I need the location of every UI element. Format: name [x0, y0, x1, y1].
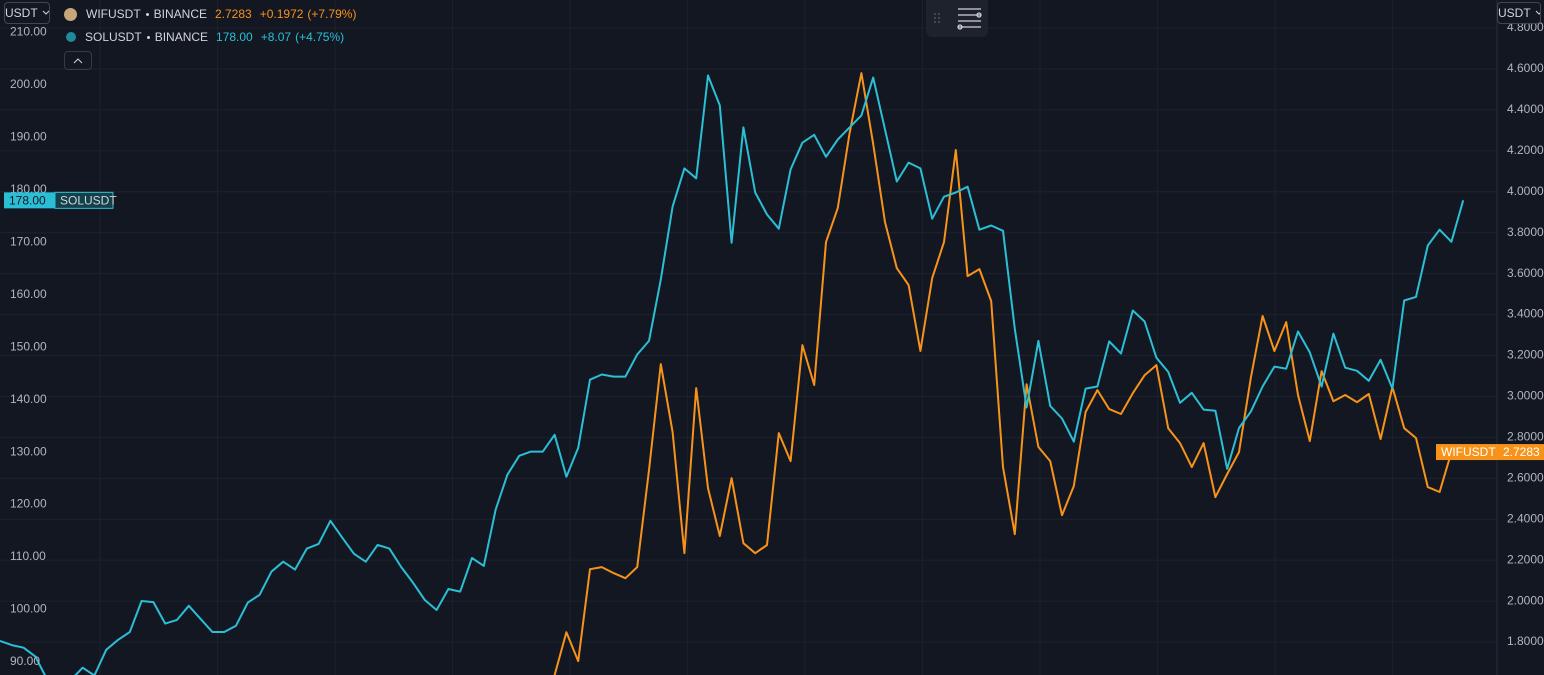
- y2-tick-label: 4.2000: [1507, 143, 1544, 157]
- y-tick-label: 160.00: [10, 287, 47, 301]
- change: +8.07: [260, 30, 292, 44]
- symbol: SOLUSDT: [85, 30, 142, 44]
- right-axis-bg: [1497, 0, 1544, 675]
- y2-tick-label: 3.4000: [1507, 307, 1544, 321]
- y-tick-label: 90.00: [10, 654, 40, 668]
- y-tick-label: 150.00: [10, 339, 47, 353]
- y2-tick-label: 4.6000: [1507, 61, 1544, 75]
- y2-tick-label: 1.8000: [1507, 634, 1544, 648]
- series-line: [553, 72, 1453, 675]
- dropdown-icon: [42, 10, 49, 15]
- y2-tick-label: 3.2000: [1507, 348, 1544, 362]
- last-price: 178.00: [216, 30, 253, 44]
- currency: USDT: [5, 6, 38, 20]
- y2-tick-label: 4.4000: [1507, 102, 1544, 116]
- y-tick-label: 170.00: [10, 234, 47, 248]
- chevron-icon: [73, 57, 83, 63]
- currency: USDT: [1498, 6, 1531, 20]
- y2-tick-label: 3.0000: [1507, 389, 1544, 403]
- exchange: BINANCE: [153, 7, 207, 21]
- toolbar-icon: [934, 8, 982, 30]
- dropdown-icon: [1535, 10, 1540, 15]
- change: +0.1972: [259, 7, 304, 21]
- currency-button[interactable]: USDT: [1497, 2, 1541, 24]
- exchange: BINANCE: [154, 30, 209, 44]
- price-tag-bg: [1497, 444, 1544, 461]
- symbol: WIFUSDT: [86, 7, 141, 21]
- y-tick-label: 130.00: [10, 444, 47, 458]
- price-tag: 178.00: [9, 194, 46, 208]
- y-tick-label: 200.00: [10, 77, 47, 91]
- y2-tick-label: 4.0000: [1507, 184, 1544, 198]
- y2-tick-label: 2.4000: [1507, 511, 1544, 525]
- y2-tick-label: 2.0000: [1507, 593, 1544, 607]
- price-tag: 2.7283: [1503, 445, 1540, 459]
- symbol-icon: [64, 7, 77, 21]
- collapse-button[interactable]: [64, 51, 92, 70]
- y-tick-label: 110.00: [10, 549, 46, 563]
- y2-tick-label: 3.6000: [1507, 266, 1544, 280]
- name-tag-bg: [1436, 444, 1497, 461]
- series-line: [0, 74, 1465, 675]
- currency-button[interactable]: USDT: [4, 2, 50, 24]
- y-tick-label: 140.00: [10, 392, 47, 406]
- y2-tick-label: 2.6000: [1507, 470, 1544, 484]
- y-tick-label: 100.00: [10, 602, 47, 616]
- y-tick-label: 120.00: [10, 497, 47, 511]
- y-tick-label: 190.00: [10, 130, 47, 144]
- y2-tick-label: 2.2000: [1507, 552, 1544, 566]
- last-price: 2.7283: [215, 7, 252, 21]
- name-tag: WIFUSDT: [1441, 445, 1496, 459]
- name-tag-bg: [54, 191, 114, 209]
- legend-item: SOLUSDT BINANCE 178.00 +8.07 (+4.75%): [64, 27, 344, 47]
- y2-tick-label: 2.8000: [1507, 430, 1544, 444]
- legend-item: WIFUSDT BINANCE 2.7283 +0.1972 (+7.79%): [64, 4, 356, 24]
- change-pct: (+4.75%): [295, 30, 345, 44]
- separator: [146, 35, 150, 39]
- separator: [145, 12, 149, 16]
- price-tag-bg: [4, 192, 55, 209]
- name-tag: SOLUSDT: [60, 194, 117, 208]
- y2-tick-label: 3.8000: [1507, 225, 1544, 239]
- symbol-icon: [66, 32, 76, 42]
- toolbar[interactable]: [926, 0, 988, 37]
- change-pct: (+7.79%): [307, 7, 357, 21]
- y-tick-label: 210.00: [10, 25, 47, 39]
